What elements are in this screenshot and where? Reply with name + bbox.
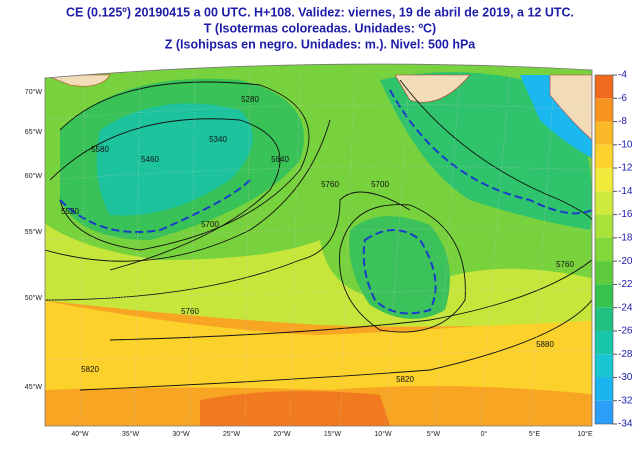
cold-core-iberia [349,216,450,319]
lon-label: 10°W [374,430,392,438]
colorbar-band [595,237,613,262]
contour-label: 5340 [209,135,227,144]
colorbar-band [595,191,613,215]
title-line: CE (0.125º) 20190415 a 00 UTC. H+108. Va… [66,5,574,19]
contour-label: 5700 [201,220,219,229]
warm-core-africa [200,391,390,426]
colorbar-label: -18 [618,233,633,244]
lon-label: 5°W [427,430,441,438]
colorbar-label: -26 [618,326,633,337]
colorbar-band [595,354,613,378]
lon-label: 10°E [577,430,593,438]
contour-label: 5520 [61,207,79,216]
lon-label: 15°W [324,430,342,438]
lat-label: 45°W [25,383,43,391]
contour-label: 5760 [556,260,574,269]
contour-label: 5820 [396,375,414,384]
lat-label: 60°W [25,172,43,180]
lon-label: 0° [481,430,488,438]
colorbar-band [595,168,613,192]
lon-label: 25°W [223,430,241,438]
colorbar-label: -20 [618,256,633,267]
colorbar-band [595,330,613,355]
colorbar-label: -22 [618,279,633,290]
colorbar-band [595,121,613,145]
contour-label: 5760 [321,180,339,189]
lon-label: 35°W [122,430,140,438]
colorbar-label: -34 [618,419,633,430]
map-frame [44,63,593,427]
title-line: T (Isotermas coloreadas. Unidades: ºC) [204,21,436,35]
contour-label: 5700 [371,180,389,189]
colorbar-label: -12 [618,163,633,174]
isohypses [45,79,592,391]
colorbar-label: -4 [618,70,627,81]
colorbar-label: -6 [618,93,627,104]
colorbar-band [595,144,613,169]
colorbar-label: -10 [618,139,633,150]
contour-label: 5880 [536,340,554,349]
contour-label: 5460 [141,155,159,164]
colorbar-band [595,75,613,99]
band-yellow [45,300,592,395]
temperature-field [45,64,592,426]
contour-label: 5640 [271,155,289,164]
lat-label: 65°W [25,128,43,136]
lon-label: 20°W [273,430,291,438]
colorbar-label: -30 [618,372,633,383]
colorbar-label: -24 [618,302,633,313]
lon-label: 5°E [529,430,541,438]
colorbar-label: -32 [618,395,633,406]
colorbar-label: -14 [618,186,633,197]
colorbar-label: -8 [618,116,627,127]
lat-label: 70°W [25,88,43,96]
colorbar-band [595,98,613,122]
lon-label: 30°W [172,430,190,438]
colorbar-frame [594,74,614,425]
cold-core-west-inner [96,103,253,216]
colorbar-band [595,214,613,238]
contour-label: 5820 [81,365,99,374]
title-line: Z (Isohipsas en negro. Unidades: m.). Ni… [165,37,477,51]
colorbar-label: -28 [618,349,633,360]
colorbar-band [595,261,613,285]
isotherm-dashed [59,89,592,315]
colorbar-band [595,307,613,331]
colorbar-band [595,377,613,401]
lat-label: 55°W [25,228,43,236]
lat-label: 50°W [25,294,43,302]
colorbar-label: -16 [618,209,633,220]
contour-label: 5280 [241,95,259,104]
lon-label: 40°W [71,430,89,438]
colorbar-band [595,400,613,424]
graticule [45,69,592,426]
contour-label: 5760 [181,307,199,316]
colorbar-band [595,284,613,308]
contour-label: 5580 [91,145,109,154]
